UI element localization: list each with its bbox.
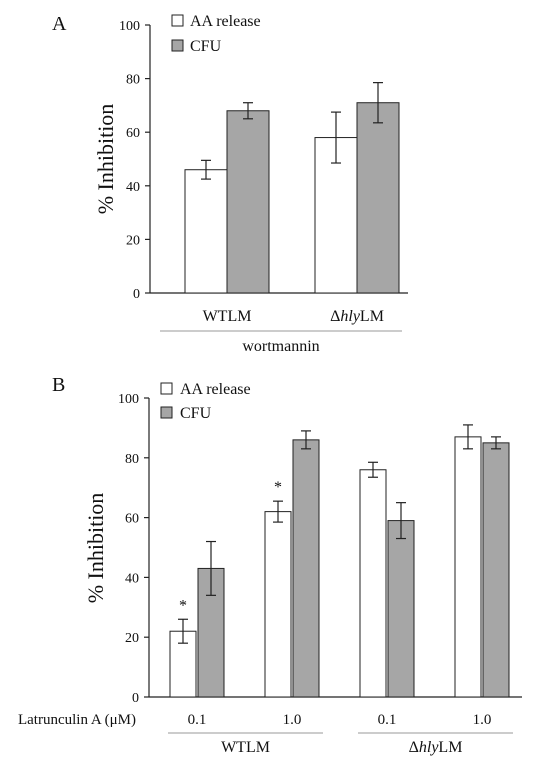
- y-tick-label-a: 80: [126, 73, 140, 88]
- y-tick-label-a: 60: [126, 126, 140, 141]
- category-label-b-2: 0.1: [378, 712, 397, 728]
- y-tick-label-a: 0: [133, 287, 140, 302]
- legend-swatch-b-0: [160, 382, 173, 395]
- bar-b-s0-c1: [264, 511, 292, 698]
- row-label-b: Latrunculin A (μM): [18, 712, 136, 728]
- y-tick-label-a: 40: [126, 180, 140, 195]
- bar-a-s0-c0: [184, 169, 228, 294]
- significance-mark: *: [179, 597, 187, 614]
- group-label-b-0: WTLM: [221, 739, 270, 756]
- category-label-a-1: ΔhlyLM: [330, 308, 384, 325]
- category-label-a-0: WTLM: [203, 308, 252, 325]
- legend-label-b-0: AA release: [180, 381, 251, 398]
- bar-b-s1-c1: [292, 439, 320, 698]
- y-tick-label-b: 40: [125, 571, 139, 586]
- bar-a-s1-c0: [226, 110, 270, 294]
- group-label-b-1: ΔhlyLM: [409, 739, 463, 756]
- panel-label-b: B: [52, 374, 65, 396]
- legend-swatch-a-1: [171, 39, 184, 52]
- category-label-b-1: 1.0: [283, 712, 302, 728]
- group-label-a: wortmannin: [242, 338, 319, 355]
- bar-a-s1-c1: [356, 102, 400, 294]
- y-tick-label-b: 60: [125, 512, 139, 527]
- legend-swatch-a-0: [171, 14, 184, 27]
- y-tick-label-a: 100: [119, 19, 140, 34]
- y-tick-label-a: 20: [126, 233, 140, 248]
- legend-swatch-b-1: [160, 406, 173, 419]
- bar-b-s1-c2: [387, 520, 415, 698]
- y-tick-label-b: 20: [125, 631, 139, 646]
- bar-b-s0-c2: [359, 469, 387, 698]
- y-tick-label-b: 100: [118, 392, 139, 407]
- significance-mark: *: [274, 479, 282, 496]
- legend-label-b-1: CFU: [180, 405, 212, 422]
- bar-b-s0-c3: [454, 436, 482, 698]
- y-tick-label-b: 0: [132, 691, 139, 706]
- bar-b-s1-c3: [482, 442, 510, 698]
- legend-label-a-0: AA release: [190, 13, 261, 30]
- category-label-b-0: 0.1: [188, 712, 207, 728]
- category-label-b-3: 1.0: [473, 712, 492, 728]
- legend-label-a-1: CFU: [190, 38, 222, 55]
- panel-label-a: A: [52, 13, 67, 35]
- y-axis-label-a: % Inhibition: [93, 104, 118, 215]
- y-axis-label-b: % Inhibition: [83, 493, 108, 604]
- y-tick-label-b: 80: [125, 452, 139, 467]
